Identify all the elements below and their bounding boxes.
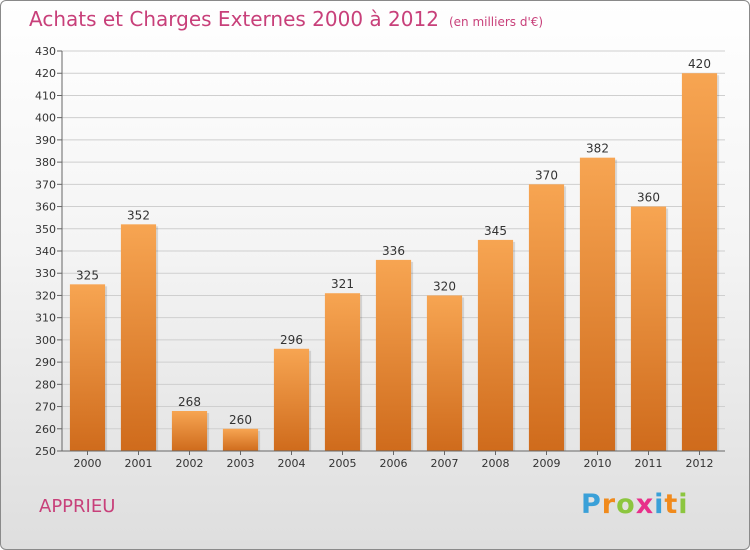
- bar: [426, 295, 463, 451]
- x-tick-label: 2005: [329, 457, 357, 470]
- data-label: 336: [382, 244, 405, 258]
- y-tick-label: 270: [35, 401, 56, 414]
- y-tick-label: 380: [35, 156, 56, 169]
- bar: [324, 293, 361, 451]
- y-tick-label: 390: [35, 134, 56, 147]
- x-tick-label: 2003: [227, 457, 255, 470]
- data-label: 260: [229, 413, 252, 427]
- y-tick-label: 400: [35, 112, 56, 125]
- data-label: 420: [688, 57, 711, 71]
- bar: [273, 348, 310, 451]
- data-label: 382: [586, 142, 609, 156]
- logo-letter: i: [654, 489, 665, 520]
- chart-unit: (en milliers d'€): [448, 15, 544, 29]
- y-tick-label: 340: [35, 245, 56, 258]
- bar: [579, 157, 616, 451]
- y-tick-label: 300: [35, 334, 56, 347]
- bar: [375, 259, 412, 451]
- data-label: 360: [637, 191, 660, 205]
- chart-title: Achats et Charges Externes 2000 à 2012 (e…: [29, 7, 543, 31]
- logo-letter: i: [678, 489, 689, 520]
- x-tick-label: 2006: [380, 457, 408, 470]
- logo-letter: r: [601, 489, 617, 520]
- logo-letter: t: [664, 489, 679, 520]
- x-tick-label: 2012: [686, 457, 714, 470]
- logo-letter: o: [616, 489, 636, 520]
- y-tick-label: 260: [35, 423, 56, 436]
- bar: [630, 206, 667, 451]
- x-axis: 2000 2001 2002 2003 2004 2005 2006 2007 2008 2009…: [62, 450, 725, 470]
- y-tick-label: 250: [35, 445, 56, 458]
- logo-letter: x: [635, 489, 655, 520]
- y-tick-label: 360: [35, 201, 56, 214]
- data-label: 268: [178, 395, 201, 409]
- data-label: 352: [127, 208, 150, 222]
- data-label: 370: [535, 168, 558, 182]
- y-axis: 250 260 270 280 290 300 310 320 330 340 350 360 370 3…: [35, 45, 63, 458]
- proxiti-logo: Proxiti: [581, 489, 689, 520]
- bar: [528, 184, 565, 452]
- bar: [120, 224, 157, 451]
- chart-title-text: Achats et Charges Externes 2000 à 2012: [29, 7, 439, 31]
- data-label: 296: [280, 333, 303, 347]
- x-tick-label: 2004: [278, 457, 306, 470]
- bars: 325 352 268 260 296 321 336 320 345 370 382 360 420: [69, 57, 720, 452]
- bar: [69, 284, 106, 451]
- x-tick-label: 2008: [482, 457, 510, 470]
- data-label: 321: [331, 277, 354, 291]
- y-tick-label: 350: [35, 223, 56, 236]
- bar: [477, 239, 514, 451]
- bar: [681, 73, 718, 451]
- y-tick-label: 320: [35, 289, 56, 302]
- x-tick-label: 2007: [431, 457, 459, 470]
- y-tick-label: 280: [35, 378, 56, 391]
- y-tick-label: 310: [35, 312, 56, 325]
- x-tick-label: 2011: [635, 457, 663, 470]
- x-tick-label: 2009: [533, 457, 561, 470]
- data-label: 320: [433, 279, 456, 293]
- bar: [222, 428, 259, 451]
- y-tick-label: 410: [35, 89, 56, 102]
- y-tick-label: 330: [35, 267, 56, 280]
- bar: [171, 411, 208, 451]
- data-label: 325: [76, 268, 99, 282]
- x-tick-label: 2000: [74, 457, 102, 470]
- y-tick-label: 370: [35, 178, 56, 191]
- x-tick-label: 2002: [176, 457, 204, 470]
- logo-letter: P: [581, 489, 602, 520]
- y-tick-label: 290: [35, 356, 56, 369]
- y-tick-label: 430: [35, 45, 56, 58]
- x-tick-label: 2001: [125, 457, 153, 470]
- data-label: 345: [484, 224, 507, 238]
- commune-name: APPRIEU: [39, 496, 116, 517]
- x-tick-label: 2010: [584, 457, 612, 470]
- y-tick-label: 420: [35, 67, 56, 80]
